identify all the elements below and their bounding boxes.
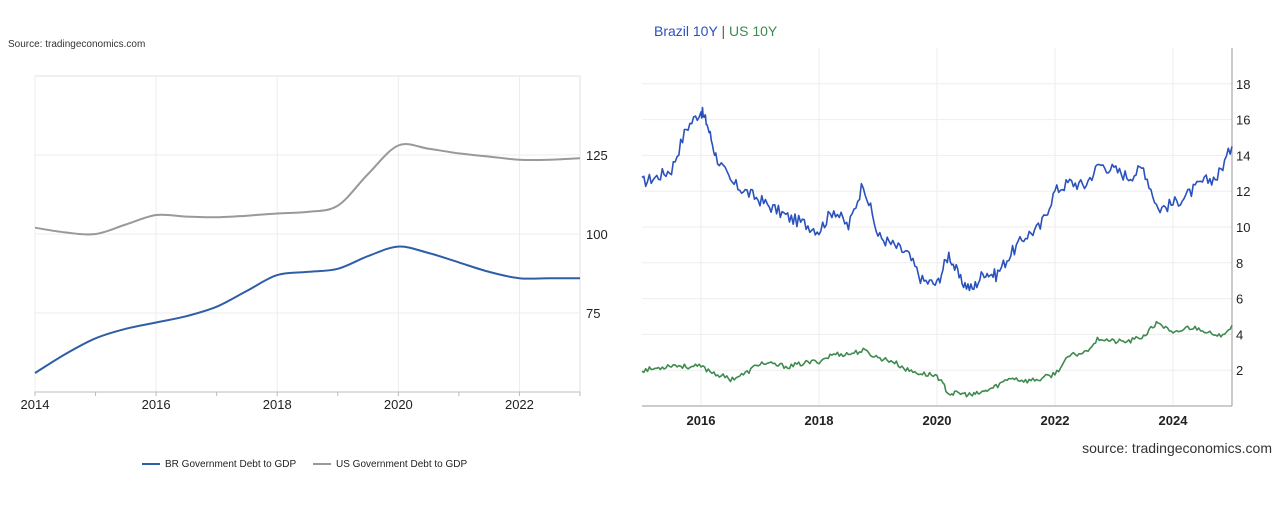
legend-brazil-10y[interactable]: Brazil 10Y: [654, 23, 718, 39]
left-x-tick-label: 2018: [263, 397, 292, 412]
right-x-tick-label: 2022: [1041, 413, 1070, 428]
legend-item-br-debt[interactable]: BR Government Debt to GDP: [142, 459, 296, 470]
left-x-tick-label: 2016: [142, 397, 171, 412]
right-x-tick-label: 2024: [1159, 413, 1189, 428]
right-x-tick-label: 2020: [923, 413, 952, 428]
left-x-tick-label: 2014: [21, 397, 50, 412]
right-x-tick-label: 2016: [687, 413, 716, 428]
series-line-us-debt: [34, 143, 581, 236]
right-y-tick-label: 18: [1236, 77, 1250, 92]
right-y-tick-label: 4: [1236, 327, 1243, 342]
right-y-tick-label: 16: [1236, 113, 1250, 128]
right-chart: 2016 2018 2020 2022 2024 2 4 6 8 10 12 14 16 18: [641, 48, 1250, 428]
left-source-note: Source: tradingeconomics.com: [8, 39, 146, 50]
left-x-tick-label: 2020: [384, 397, 413, 412]
right-legend: Brazil 10Y | US 10Y: [654, 23, 777, 39]
legend-swatch-br: [142, 463, 160, 466]
legend-separator: |: [721, 23, 726, 39]
legend-label-us-debt: US Government Debt to GDP: [336, 459, 468, 470]
right-y-tick-label: 8: [1236, 256, 1243, 271]
legend-item-us-debt[interactable]: US Government Debt to GDP: [313, 459, 467, 470]
legend-swatch-us: [313, 463, 331, 466]
series-line-us-10y: [641, 320, 1233, 398]
right-y-tick-label: 10: [1236, 220, 1250, 235]
legend-label-br-debt: BR Government Debt to GDP: [165, 459, 297, 470]
right-y-tick-label: 6: [1236, 292, 1243, 307]
series-line-brazil-10y: [641, 106, 1233, 292]
legend-us-10y[interactable]: US 10Y: [728, 23, 778, 39]
right-y-tick-label: 2: [1236, 363, 1243, 378]
left-y-tick-label: 125: [586, 148, 608, 163]
right-y-tick-label: 14: [1236, 148, 1250, 163]
left-y-tick-label: 100: [586, 227, 608, 242]
right-x-tick-label: 2018: [805, 413, 834, 428]
series-line-br-debt: [34, 245, 580, 374]
left-chart: 2014 2016 2018 2020 2022 75 100 125: [21, 75, 608, 412]
right-y-tick-label: 12: [1236, 184, 1250, 199]
right-source-note: source: tradingeconomics.com: [1082, 440, 1272, 456]
left-y-tick-label: 75: [586, 306, 600, 321]
left-x-tick-label: 2022: [505, 397, 534, 412]
